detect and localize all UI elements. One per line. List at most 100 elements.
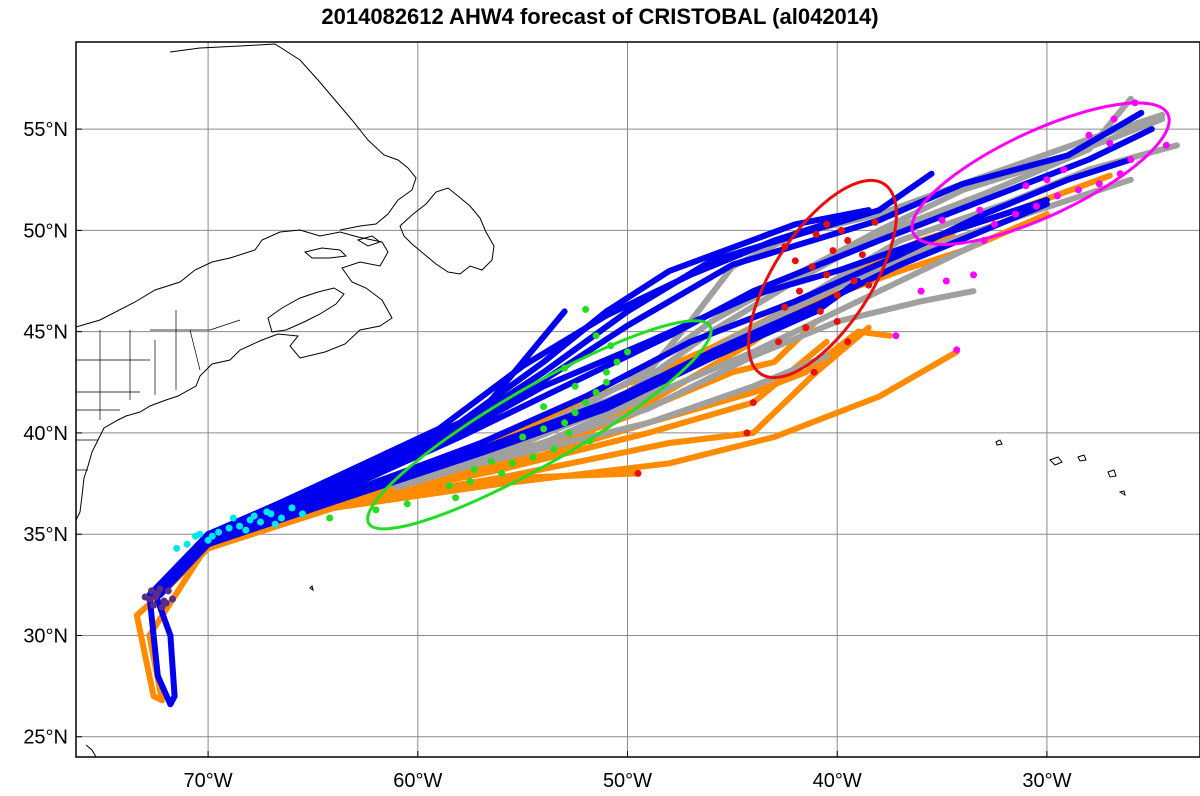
position-point-stage-96h [837, 226, 845, 234]
position-point-stage-72h [624, 348, 631, 356]
position-point-stage-24h [148, 587, 155, 595]
position-point-stage-72h [470, 465, 478, 473]
ellipse-stage-120h [910, 101, 1171, 246]
position-point-stage-24h [164, 587, 172, 595]
forecast-positions [141, 99, 1170, 611]
position-point-stage-48h [263, 508, 271, 516]
position-point-stage-96h [816, 307, 824, 315]
position-point-stage-48h [229, 514, 237, 522]
position-point-stage-72h [498, 469, 506, 477]
position-point-stage-72h [592, 332, 600, 340]
lat-tick-label: 40°N [23, 423, 68, 445]
lon-tick-label: 70°W [184, 770, 233, 792]
position-point-stage-72h [565, 429, 573, 437]
position-point-stage-72h [540, 425, 548, 433]
coastline-gulf-island [303, 247, 348, 259]
coastline-anticosti [356, 235, 382, 247]
coastline-layer [76, 43, 1126, 757]
position-point-stage-48h [271, 520, 279, 528]
position-point-stage-120h [953, 346, 961, 354]
position-point-stage-48h [173, 544, 181, 552]
lat-tick-label: 55°N [23, 119, 68, 141]
position-point-stage-120h [991, 220, 998, 228]
position-point-stage-72h [326, 514, 334, 522]
position-point-stage-48h [242, 526, 250, 534]
position-point-stage-72h [540, 403, 548, 411]
position-point-stage-120h [976, 206, 984, 214]
position-point-stage-48h [299, 510, 306, 518]
position-point-stage-120h [1127, 156, 1135, 163]
lat-tick-label: 45°N [23, 322, 68, 344]
position-point-stage-96h [634, 469, 642, 477]
position-point-stage-120h [892, 332, 900, 340]
position-point-stage-96h [829, 247, 837, 255]
position-point-stage-120h [1022, 182, 1030, 190]
map-title: 2014082612 AHW4 forecast of CRISTOBAL (a… [321, 4, 879, 29]
position-point-stage-72h [529, 453, 537, 461]
position-point-stage-72h [582, 305, 590, 313]
position-point-stage-24h [162, 599, 170, 607]
position-point-stage-24h [169, 595, 176, 603]
coastline-atlantic-islets [85, 439, 1126, 757]
position-point-stage-72h [582, 399, 590, 406]
position-point-stage-72h [561, 419, 569, 427]
position-point-stage-96h [781, 303, 789, 311]
position-point-stage-72h [445, 482, 453, 490]
position-point-stage-96h [775, 338, 782, 346]
track-blue [152, 109, 1145, 598]
plot-frame [75, 41, 1200, 758]
position-point-stage-96h [812, 230, 820, 238]
position-point-stage-72h [403, 500, 411, 508]
position-point-stage-48h [236, 522, 244, 530]
position-point-stage-72h [550, 445, 558, 453]
position-point-stage-48h [208, 532, 216, 540]
coastline-newfoundland [399, 187, 495, 275]
state-borders [76, 310, 241, 471]
position-point-stage-96h [808, 263, 816, 271]
position-point-stage-96h [858, 251, 866, 259]
position-point-stage-120h [917, 287, 925, 295]
position-point-stage-72h [519, 433, 527, 441]
position-point-stage-120h [1095, 180, 1103, 188]
position-point-stage-96h [871, 218, 879, 226]
lon-tick-label: 40°W [813, 770, 862, 792]
position-point-stage-96h [865, 281, 873, 289]
position-point-stage-96h [823, 220, 831, 228]
position-point-stage-72h [452, 494, 460, 502]
position-point-stage-96h [833, 318, 841, 325]
position-point-stage-48h [225, 524, 233, 532]
track-gray [372, 288, 977, 491]
position-point-stage-72h [372, 506, 380, 514]
lon-tick-label: 30°W [1022, 770, 1071, 792]
lon-tick-label: 60°W [393, 770, 442, 792]
coastline-north-america [76, 229, 393, 521]
position-point-stage-120h [1162, 141, 1170, 149]
lat-tick-label: 35°N [23, 524, 68, 546]
position-point-stage-96h [844, 237, 852, 244]
position-point-stage-48h [288, 504, 296, 512]
position-point-stage-120h [1085, 131, 1093, 139]
position-point-stage-24h [152, 593, 160, 601]
position-point-stage-72h [487, 457, 495, 465]
position-point-stage-24h [156, 585, 164, 593]
position-point-stage-72h [603, 368, 610, 376]
position-point-stage-96h [791, 257, 799, 265]
position-point-stage-120h [1012, 210, 1019, 218]
position-point-stage-96h [802, 324, 810, 332]
uncertainty-ellipses [366, 101, 1171, 531]
position-point-stage-120h [1060, 166, 1068, 174]
axis-ticks: 70°W 60°W 50°W 40°W 30°W 25°N 30°N 35°N 40°N 45°N… [23, 119, 1071, 792]
position-point-stage-96h [850, 277, 858, 285]
track-blue [152, 217, 841, 598]
coastline-labrador [169, 43, 417, 231]
position-point-stage-48h [257, 518, 264, 526]
position-point-stage-72h [592, 388, 600, 396]
position-point-stage-120h [1106, 139, 1114, 147]
position-point-stage-96h [749, 399, 757, 406]
position-point-stage-96h [823, 271, 831, 279]
position-point-stage-48h [215, 528, 223, 536]
position-point-stage-72h [508, 459, 516, 467]
position-point-stage-96h [844, 338, 852, 346]
position-point-stage-120h [1053, 192, 1061, 200]
position-point-stage-120h [1110, 115, 1118, 123]
